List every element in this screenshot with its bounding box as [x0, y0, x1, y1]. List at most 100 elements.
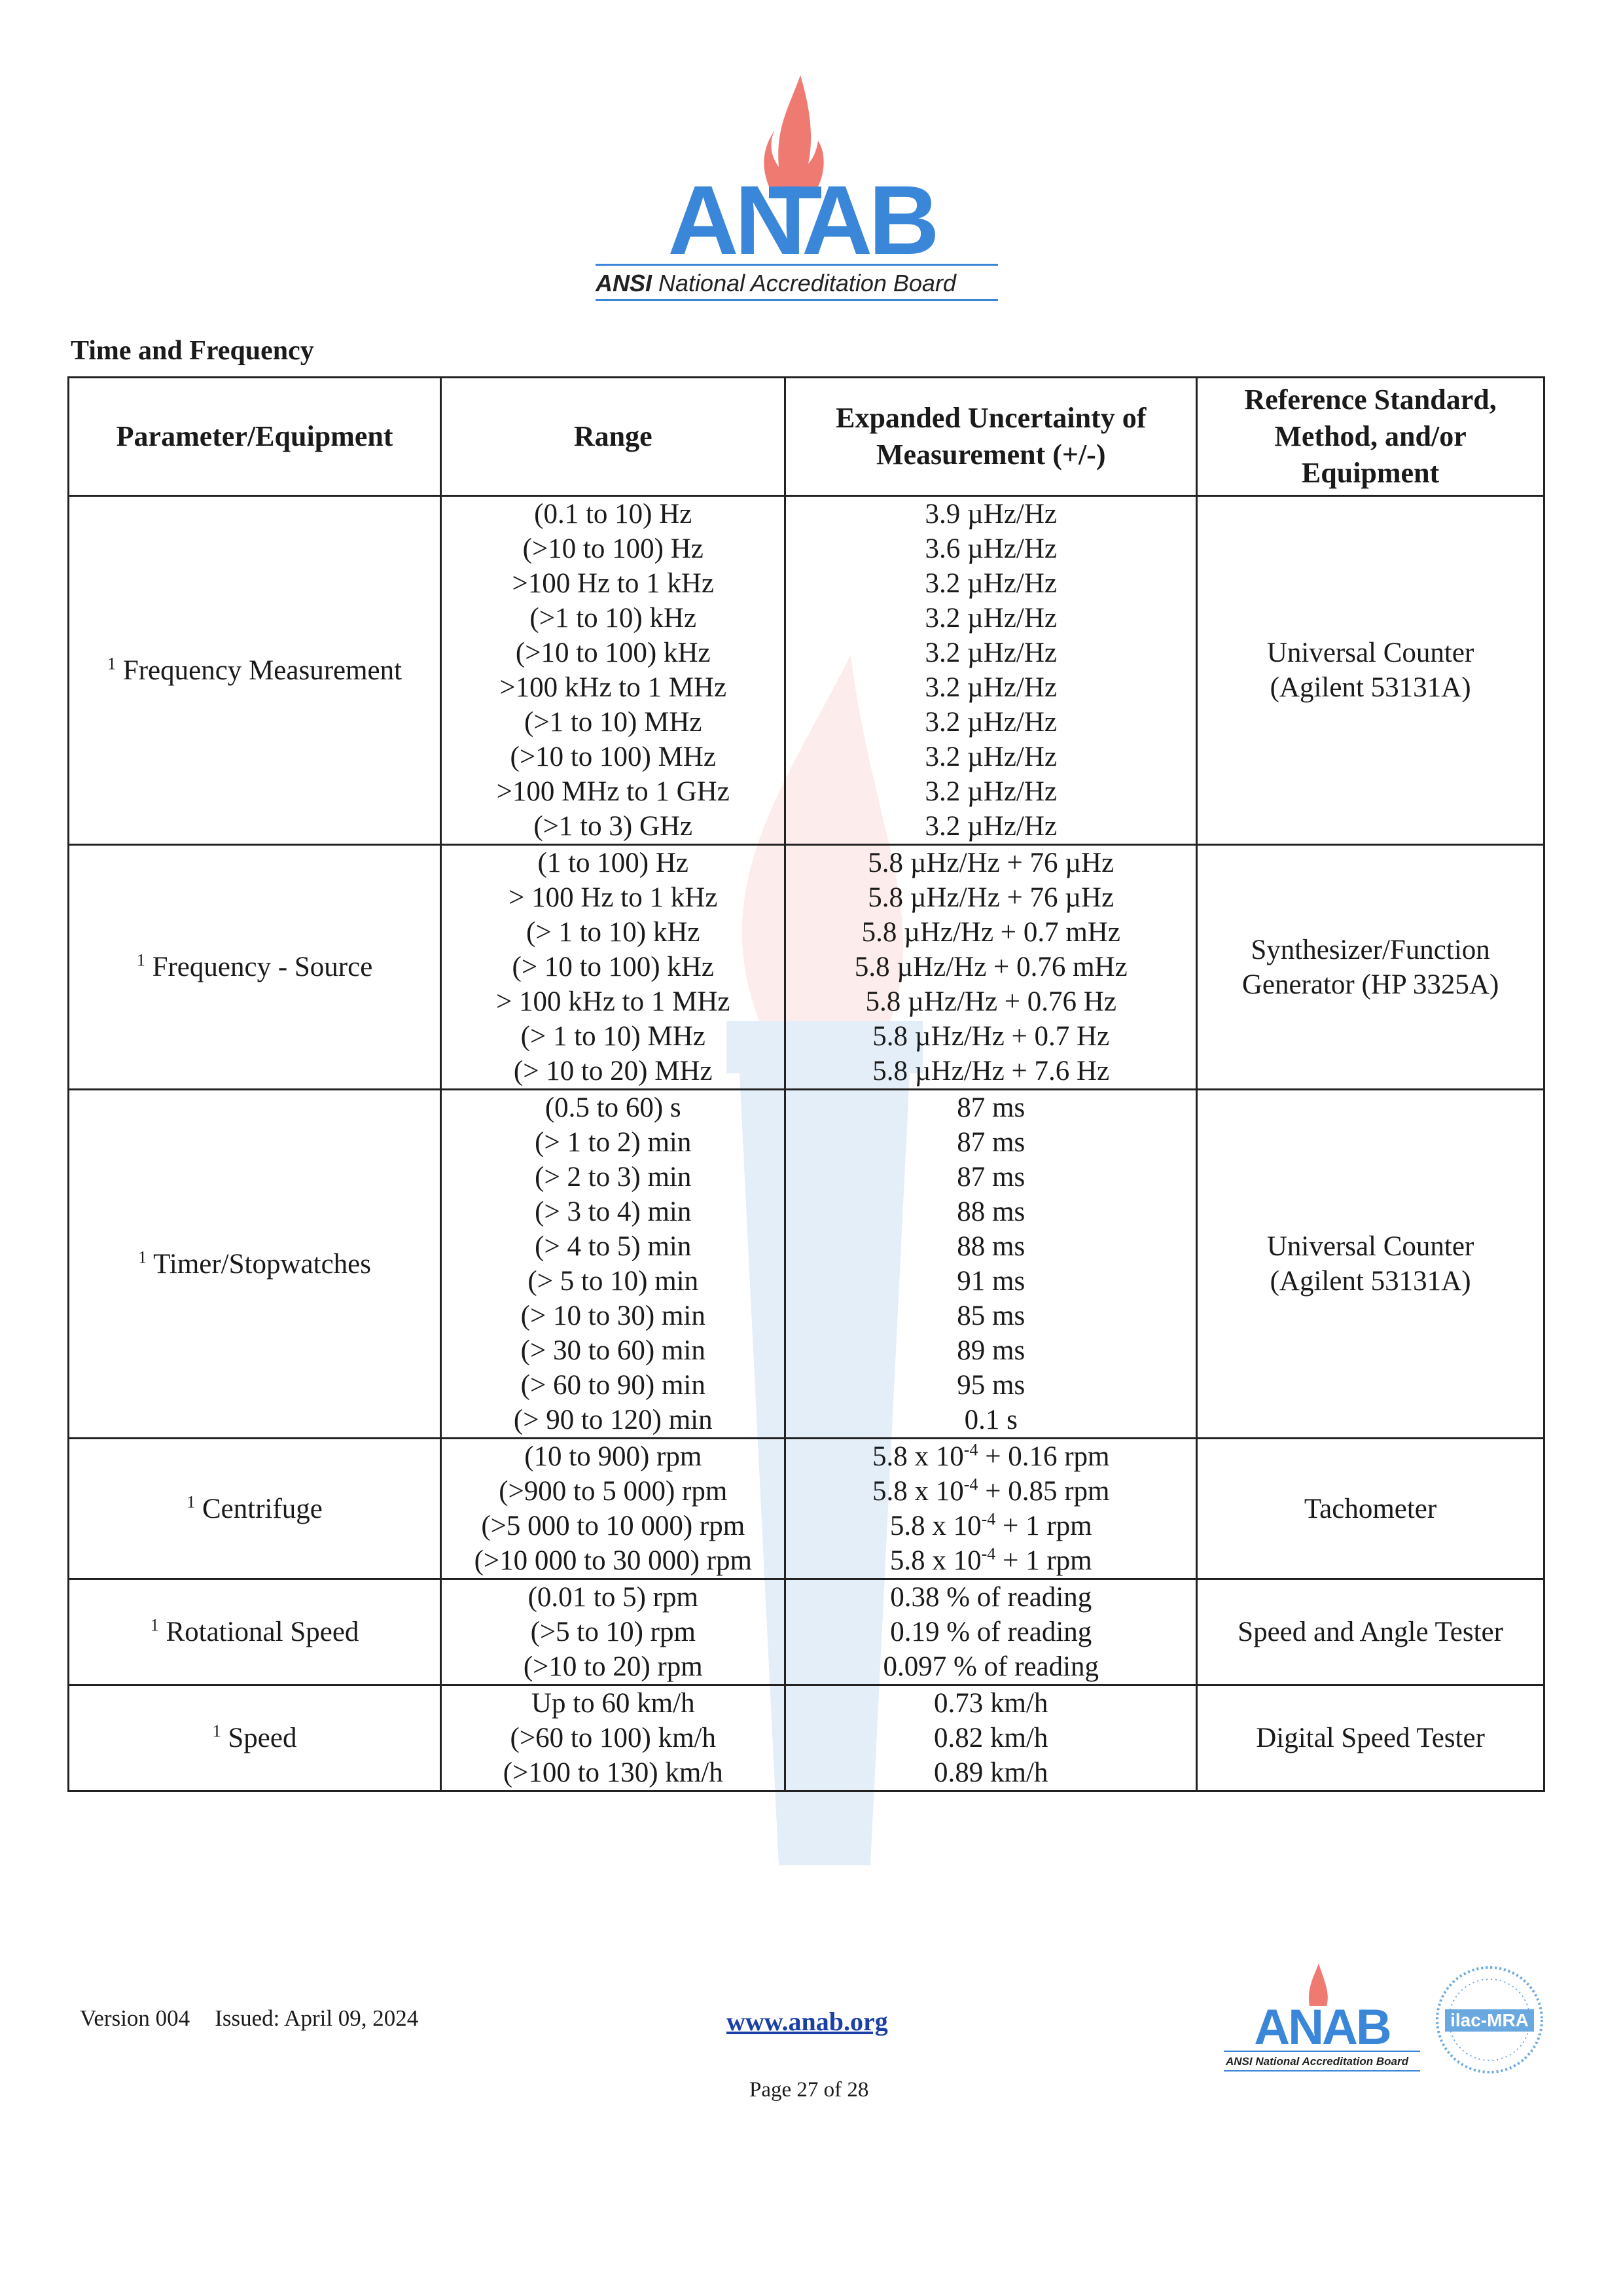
uncertainty-value: 5.8 µHz/Hz + 0.76 Hz	[793, 984, 1189, 1019]
uncertainty-text: 0.82 km/h	[934, 1723, 1048, 1753]
range-value: (>900 to 5 000) rpm	[499, 1476, 728, 1507]
uncertainty-value: 5.8 µHz/Hz + 0.7 Hz	[793, 1019, 1189, 1054]
range-value: (>10 000 to 30 000) rpm	[474, 1545, 752, 1576]
uncertainty-text: 5.8 x 10	[872, 1476, 964, 1507]
uncertainty-text: 5.8 µHz/Hz + 0.76 mHz	[854, 952, 1128, 982]
parameter-name: Rotational Speed	[166, 1617, 359, 1647]
uncertainty-text: 5.8 µHz/Hz + 76 µHz	[868, 882, 1115, 913]
uncertainty-text: 91 ms	[957, 1266, 1026, 1297]
uncertainty-value: 85 ms	[793, 1299, 1189, 1333]
reference-line: Universal Counter	[1266, 637, 1474, 668]
uncertainty-text: 0.38 % of reading	[890, 1582, 1092, 1613]
range-value: (>1 to 3) GHz	[533, 811, 693, 842]
range-value: (> 30 to 60) min	[520, 1335, 705, 1366]
range-value: (> 3 to 4) min	[535, 1196, 692, 1227]
footnote-marker: 1	[107, 654, 116, 673]
uncertainty-suffix: + 0.85 rpm	[978, 1476, 1110, 1507]
reference-line: Tachometer	[1304, 1493, 1437, 1524]
uncertainty-value: 5.8 µHz/Hz + 0.7 mHz	[793, 915, 1189, 950]
uncertainty-value: 87 ms	[793, 1160, 1189, 1194]
footnote-marker: 1	[187, 1492, 196, 1512]
reference-cell: Speed and Angle Tester	[1196, 1578, 1545, 1686]
anab-small-logo: ANAB ANSI National Accreditation Board	[1224, 1964, 1420, 2072]
uncertainty-text: 3.6 µHz/Hz	[925, 533, 1057, 564]
uncertainty-text: 5.8 µHz/Hz + 76 µHz	[868, 848, 1115, 878]
uncertainty-value: 5.8 µHz/Hz + 0.76 mHz	[793, 950, 1189, 984]
uncertainty-cell: 87 ms 87 ms 87 ms 88 ms 88 ms 91 ms 85 ms 89 ms…	[784, 1088, 1198, 1439]
uncertainty-value: 3.2 µHz/Hz	[793, 705, 1189, 740]
header-uncertainty: Expanded Uncertainty of Measurement (+/-…	[784, 376, 1198, 497]
uncertainty-text: 5.8 µHz/Hz + 0.7 Hz	[872, 1021, 1110, 1052]
range-value: (>10 to 100) MHz	[510, 742, 716, 772]
header-reference: Reference Standard, Method, and/or Equip…	[1196, 376, 1545, 497]
uncertainty-value: 5.8 x 10-4 + 1 rpm	[793, 1509, 1189, 1543]
reference-line: Universal Counter	[1266, 1231, 1474, 1262]
uncertainty-value: 3.2 µHz/Hz	[793, 636, 1189, 670]
uncertainty-text: 0.19 % of reading	[890, 1617, 1092, 1647]
uncertainty-value: 0.19 % of reading	[793, 1615, 1189, 1649]
range-value: (> 90 to 120) min	[513, 1405, 713, 1435]
version-text: Version 004	[80, 2005, 190, 2031]
range-value: (>5 to 10) rpm	[530, 1617, 696, 1647]
uncertainty-value: 3.2 µHz/Hz	[793, 774, 1189, 809]
table-row: 1 Frequency - Source (1 to 100) Hz > 100 H…	[67, 844, 1545, 1090]
range-value: (>1 to 10) kHz	[529, 603, 697, 634]
uncertainty-text: 87 ms	[957, 1092, 1026, 1123]
header-range: Range	[440, 376, 787, 497]
svg-text:ANAB: ANAB	[668, 165, 935, 275]
page-number: Page 27 of 28	[749, 2078, 869, 2102]
uncertainty-value: 5.8 x 10-4 + 1 rpm	[793, 1543, 1189, 1578]
exponent: -4	[981, 1544, 996, 1564]
uncertainty-value: 0.38 % of reading	[793, 1580, 1189, 1615]
range-value: > 100 Hz to 1 kHz	[508, 882, 718, 913]
uncertainty-value: 0.1 s	[793, 1403, 1189, 1437]
uncertainty-text: 3.2 µHz/Hz	[925, 776, 1057, 807]
exponent: -4	[963, 1440, 978, 1460]
uncertainty-cell: 0.38 % of reading 0.19 % of reading 0.097 …	[784, 1578, 1198, 1686]
uncertainty-cell: 5.8 x 10-4 + 0.16 rpm 5.8 x 10-4 + 0.85 r…	[784, 1437, 1198, 1580]
range-value: (> 1 to 2) min	[535, 1127, 692, 1158]
range-value: (>10 to 100) Hz	[522, 533, 704, 564]
uncertainty-text: 88 ms	[957, 1231, 1026, 1262]
table-row: 1 Centrifuge (10 to 900) rpm (>900 to 5 00…	[67, 1437, 1545, 1580]
range-value: (10 to 900) rpm	[524, 1441, 702, 1472]
range-value: (>60 to 100) km/h	[510, 1723, 716, 1753]
issued-date: Issued: April 09, 2024	[215, 2005, 419, 2031]
table-row: 1 Speed Up to 60 km/h (>60 to 100) km/h (>1…	[67, 1684, 1545, 1792]
uncertainty-value: 3.2 µHz/Hz	[793, 740, 1189, 774]
range-value: (> 2 to 3) min	[535, 1162, 692, 1193]
uncertainty-text: 3.2 µHz/Hz	[925, 672, 1057, 703]
parameter-cell: 1 Speed	[67, 1684, 442, 1792]
footnote-marker: 1	[150, 1615, 159, 1635]
uncertainty-text: 88 ms	[957, 1196, 1026, 1227]
uncertainty-value: 5.8 µHz/Hz + 76 µHz	[793, 846, 1189, 880]
range-value: (> 60 to 90) min	[520, 1370, 705, 1401]
calibration-table: Parameter/Equipment Range Expanded Uncer…	[67, 376, 1545, 1792]
uncertainty-text: 5.8 µHz/Hz + 7.6 Hz	[872, 1056, 1110, 1086]
uncertainty-text: 95 ms	[957, 1370, 1026, 1401]
reference-line: (Agilent 53131A)	[1270, 1266, 1471, 1297]
uncertainty-text: 3.2 µHz/Hz	[925, 637, 1057, 668]
footnote-marker: 1	[138, 1247, 147, 1267]
uncertainty-text: 3.2 µHz/Hz	[925, 707, 1057, 738]
uncertainty-text: 3.2 µHz/Hz	[925, 603, 1057, 634]
range-value: > 100 kHz to 1 MHz	[496, 986, 730, 1017]
reference-line: Digital Speed Tester	[1256, 1723, 1485, 1753]
website-link[interactable]: www.anab.org	[726, 2007, 888, 2036]
table-header-row: Parameter/Equipment Range Expanded Uncer…	[67, 376, 1545, 497]
range-value: (> 1 to 10) kHz	[526, 917, 700, 948]
range-value: Up to 60 km/h	[531, 1688, 695, 1719]
uncertainty-suffix: + 1 rpm	[995, 1545, 1092, 1576]
parameter-name: Timer/Stopwatches	[153, 1248, 371, 1280]
header-parameter: Parameter/Equipment	[67, 376, 442, 497]
parameter-cell: 1 Rotational Speed	[67, 1578, 442, 1686]
uncertainty-value: 89 ms	[793, 1333, 1189, 1368]
svg-text:ANSI National Accreditation Bo: ANSI National Accreditation Board	[595, 270, 957, 296]
reference-line: Synthesizer/Function	[1251, 934, 1490, 965]
uncertainty-value: 5.8 µHz/Hz + 7.6 Hz	[793, 1054, 1189, 1088]
reference-line: Speed and Angle Tester	[1238, 1617, 1503, 1647]
uncertainty-value: 5.8 x 10-4 + 0.16 rpm	[793, 1439, 1189, 1474]
uncertainty-value: 95 ms	[793, 1368, 1189, 1403]
uncertainty-text: 5.8 x 10	[872, 1441, 964, 1472]
uncertainty-value: 0.097 % of reading	[793, 1649, 1189, 1684]
